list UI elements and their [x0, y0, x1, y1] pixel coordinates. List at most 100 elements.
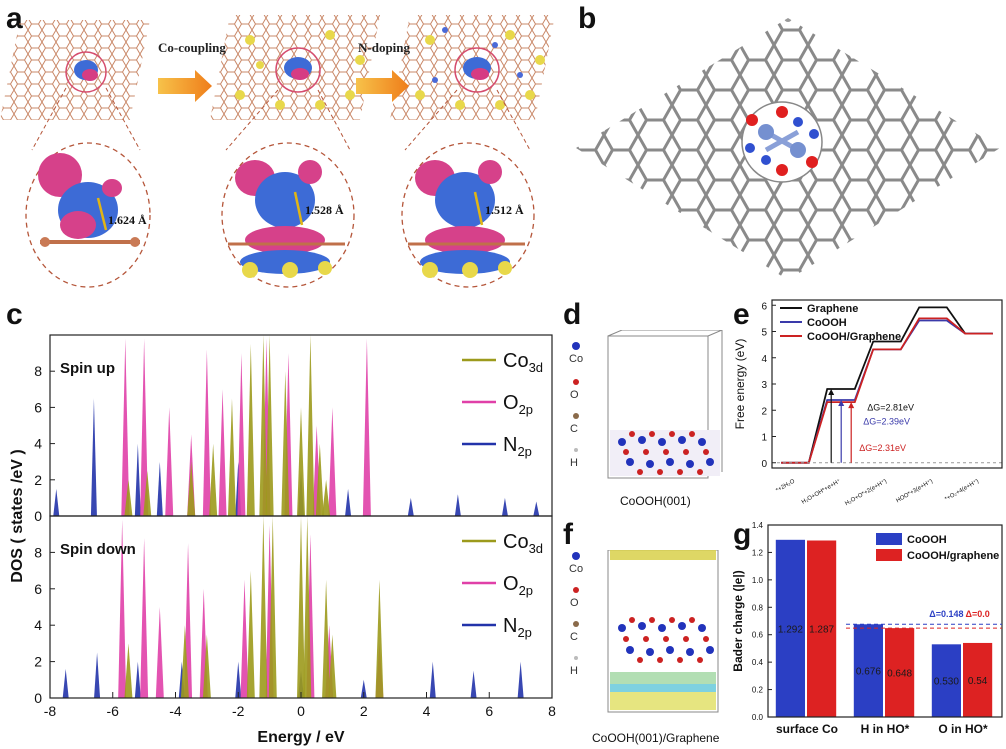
- x-tick-label: *+O₂+4(e+H⁺): [944, 478, 980, 503]
- dos-series-N2p-down: [62, 652, 524, 698]
- bader-frame: [767, 524, 1003, 718]
- dos-peak: [124, 643, 133, 698]
- bader-series-coooh: 1.292 0.676 0.530: [775, 539, 961, 717]
- orbital-pristine: [38, 153, 140, 247]
- zoom-circle-1: [25, 142, 151, 288]
- arrow-n-doping: [356, 70, 409, 102]
- dos-peak: [90, 398, 97, 516]
- dos-peak: [140, 537, 149, 698]
- legend-c-d: C: [570, 423, 578, 435]
- caption-d: CoOOH(001): [620, 494, 691, 508]
- dos-peak: [124, 479, 133, 516]
- dos-peak: [268, 516, 277, 698]
- coooh-cluster: [745, 106, 819, 176]
- x-tick-label: *+2H₂O: [775, 478, 796, 494]
- legend-swatch: [876, 533, 902, 545]
- dos-peak: [156, 461, 163, 516]
- dos-peak: [281, 371, 290, 516]
- legend-label: CoOOH/graphene: [907, 550, 999, 562]
- panel-label-g: g: [733, 518, 752, 551]
- y-tick-label: 0.4: [752, 658, 764, 667]
- dos-series-Co3d-up: [124, 335, 331, 516]
- zoom-circle-3: [401, 142, 535, 288]
- dos-peak: [143, 470, 152, 516]
- y-axis-label: Bader charge (|e|): [731, 570, 745, 671]
- delta-g-label: ΔG=2.31eV: [859, 443, 906, 453]
- dos-peak: [297, 516, 305, 698]
- dos-peak: [375, 579, 384, 698]
- dos-peak: [53, 488, 60, 516]
- y-tick-label: 3: [761, 380, 767, 391]
- x-tick-label: H₂O+O*+2(e+H⁺): [844, 478, 888, 508]
- delta-label: Δ=0.148: [929, 609, 963, 619]
- x-tick-label: 2: [360, 703, 368, 719]
- y-tick-label: 1.0: [752, 576, 764, 585]
- dos-peak: [533, 501, 540, 516]
- x-tick-label: HOO*+3(e+H⁺): [895, 478, 934, 505]
- bond-length-3: 1.512 Å: [485, 203, 524, 217]
- panel-label-f: f: [563, 518, 573, 551]
- caption-f: CoOOH(001)/Graphene: [592, 731, 720, 745]
- legend-co-d: Co: [569, 353, 583, 365]
- y-tick-label: 6: [761, 301, 767, 312]
- x-tick-label: 4: [423, 703, 431, 719]
- x-tick-label: H₂O+OH*+e+H⁺: [800, 478, 842, 506]
- bond-length-1: 1.624 Å: [108, 213, 147, 227]
- dos-peak: [180, 625, 189, 698]
- delta-g-arrowhead: [838, 400, 845, 407]
- subplot-title: Spin up: [60, 360, 115, 377]
- delta-g-label: ΔG=2.39eV: [863, 417, 910, 427]
- orbital-co-coupled: [228, 160, 345, 278]
- dos-peak: [165, 407, 174, 516]
- bar-value-label: 1.287: [809, 625, 834, 636]
- coooh-slab-d: [610, 430, 720, 476]
- legend-h-f: H: [570, 665, 578, 677]
- legend-o-d: O: [570, 389, 579, 401]
- x-tick-label: 6: [485, 703, 493, 719]
- y-tick-label: 2: [34, 472, 42, 488]
- legend-label: Co3d: [503, 531, 543, 556]
- dos-peak: [297, 407, 305, 516]
- panel-label-c: c: [6, 298, 23, 331]
- x-tick-label: H in HO*: [861, 722, 910, 736]
- free-energy-line-coooh-graphene: [781, 317, 993, 464]
- dos-peak: [360, 679, 367, 698]
- y-tick-label: 0.2: [752, 686, 764, 695]
- x-tick-label: -4: [169, 703, 182, 719]
- x-tick-label: -2: [232, 703, 245, 719]
- dos-peak: [470, 670, 477, 698]
- y-tick-label: 0.0: [752, 713, 764, 722]
- x-axis-label: Energy / eV: [257, 729, 344, 746]
- bader-bar: [963, 642, 993, 717]
- arrow-co-coupling-label: Co-coupling: [158, 40, 226, 55]
- dos-series-O2p-up: [121, 338, 371, 516]
- y-tick-label: 0: [34, 508, 42, 524]
- unit-cell-d: [607, 330, 723, 479]
- bader-bar: [885, 628, 915, 717]
- delta-g-arrowhead: [848, 402, 855, 409]
- dos-peak: [246, 344, 255, 516]
- bar-value-label: 0.648: [887, 669, 912, 680]
- y-tick-label: 0.6: [752, 631, 764, 640]
- dos-peak: [118, 519, 127, 698]
- x-tick-label: -6: [107, 703, 120, 719]
- legend-o-f: O: [570, 597, 579, 609]
- bar-value-label: 0.54: [968, 676, 988, 687]
- y-tick-label: 0: [34, 690, 42, 706]
- y-tick-label: 4: [34, 436, 42, 452]
- y-tick-label: 6: [34, 581, 42, 597]
- delta-label: Δ=0.0: [965, 609, 989, 619]
- delta-g-label: ΔG=2.81eV: [867, 402, 914, 412]
- dos-peak: [140, 338, 149, 516]
- y-tick-label: 0.8: [752, 603, 764, 612]
- dos-peak: [454, 494, 461, 516]
- dos-peak: [134, 443, 141, 516]
- dos-peak: [202, 634, 211, 698]
- element-legend-f: Co O C H: [569, 552, 583, 677]
- legend-h-d: H: [570, 457, 578, 469]
- panel-e-free-energy-chart: 0 1 2 3 4 5 6 *+2H₂O H₂O+OH*+e+H⁺ H₂O+O*+2(e+H⁺) H…: [733, 299, 1003, 508]
- y-tick-label: 1.4: [752, 521, 764, 530]
- dos-peak: [121, 338, 130, 516]
- bader-bar: [807, 540, 837, 717]
- bader-series-coooh-graphene: 1.287 0.648 0.54: [807, 540, 993, 717]
